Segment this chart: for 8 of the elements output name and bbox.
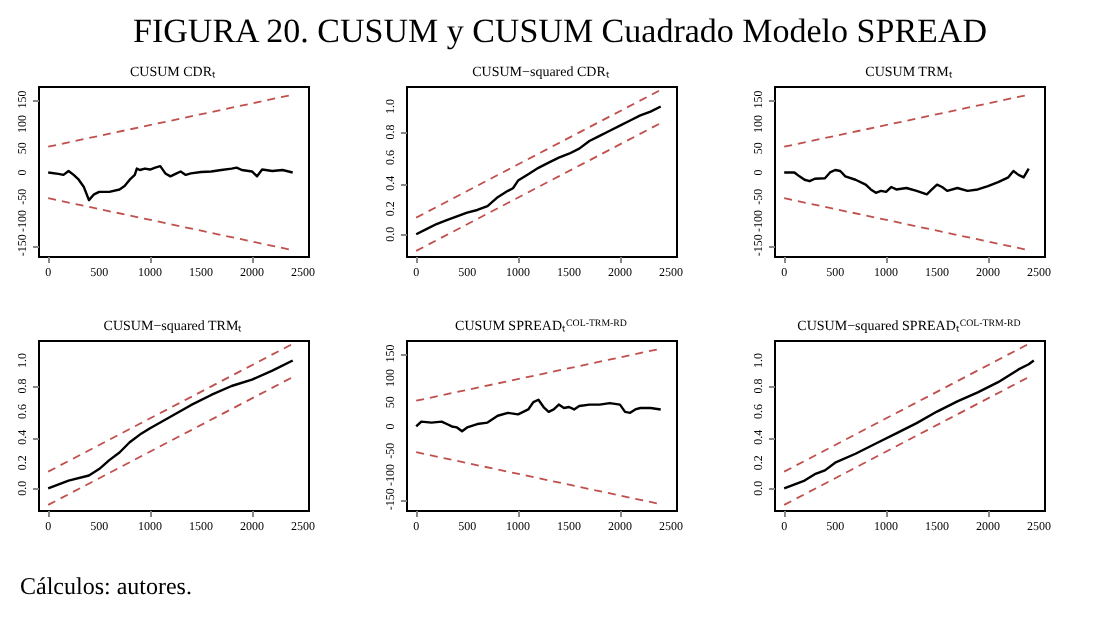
line-series bbox=[46, 359, 294, 490]
line-series bbox=[414, 105, 662, 236]
text: FIGURA 20. CUSUM y CUSUM Cuadrado Modelo SPREAD bbox=[131, 10, 989, 54]
line-series bbox=[46, 164, 294, 202]
line-series bbox=[782, 359, 1036, 490]
text: Cálculos: autores. bbox=[20, 572, 194, 602]
line-series bbox=[782, 167, 1030, 196]
line-series bbox=[414, 398, 662, 433]
